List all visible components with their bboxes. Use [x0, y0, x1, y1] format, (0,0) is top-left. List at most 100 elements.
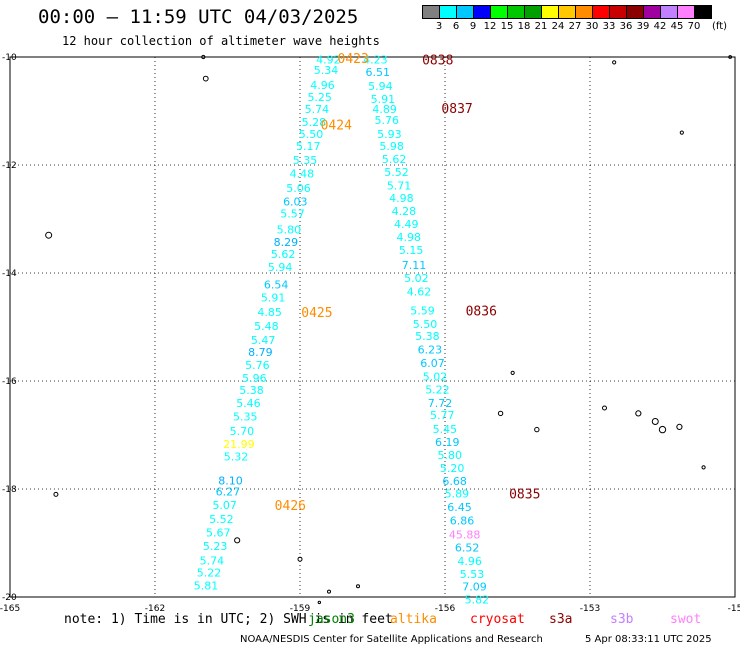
x-tick-label: -156: [435, 604, 456, 614]
wave-height-value: 6.51: [366, 66, 391, 79]
wave-height-value: 5.71: [387, 180, 412, 193]
wave-height-value: 6.23: [418, 344, 443, 357]
colorbar-label: 6: [452, 21, 460, 32]
wave-height-value: 5.96: [242, 372, 267, 385]
colorbar: [422, 5, 712, 19]
colorbar-label: 39: [636, 21, 650, 32]
wave-height-value: 5.70: [230, 425, 255, 438]
y-tick-label: -18: [2, 485, 17, 495]
wave-height-value: 4.96: [310, 79, 335, 92]
wave-height-value: 5.02: [423, 371, 448, 384]
wave-height-value: 5.02: [404, 272, 429, 285]
wave-height-value: 5.46: [236, 397, 261, 410]
wave-height-value: 7.09: [462, 581, 487, 594]
wave-height-value: 5.25: [307, 91, 332, 104]
note-text: note: 1) Time is in UTC; 2) SWH is in fe…: [64, 612, 393, 627]
map-subtitle: 12 hour collection of altimeter wave hei…: [62, 34, 380, 48]
pass-time-label: 0425: [301, 306, 332, 321]
wave-height-value: 5.98: [379, 140, 404, 153]
wave-height-value: 5.15: [399, 244, 424, 257]
wave-height-value: 6.03: [283, 196, 308, 209]
pass-time-label: 0835: [509, 487, 540, 502]
island-outline: [327, 589, 331, 594]
map-title: 00:00 — 11:59 UTC 04/03/2025: [38, 6, 359, 28]
island-outline: [602, 405, 607, 411]
y-tick-label: -12: [2, 161, 17, 171]
wave-height-value: 5.74: [200, 554, 225, 567]
pass-time-label: 0838: [422, 54, 453, 69]
pass-time-label: 0836: [466, 304, 497, 319]
wave-height-value: 5.48: [254, 320, 279, 333]
wave-height-value: 5.23: [203, 540, 228, 553]
colorbar-swatch: [694, 5, 712, 19]
wave-height-value: 6.68: [442, 475, 467, 488]
colorbar-label: 9: [469, 21, 477, 32]
wave-height-value: 5.50: [299, 128, 324, 141]
colorbar-label: 21: [534, 21, 548, 32]
colorbar-unit: (ft): [712, 21, 728, 32]
wave-height-value: 4.23: [363, 54, 388, 67]
wave-height-value: 5.94: [368, 80, 393, 93]
colorbar-label: 33: [602, 21, 616, 32]
wave-height-value: 4.49: [394, 218, 419, 231]
island-outline: [701, 465, 706, 470]
wave-height-value: 5.62: [382, 153, 407, 166]
island-outline: [510, 370, 515, 375]
y-tick-label: -16: [2, 377, 17, 387]
wave-height-value: 5.76: [375, 114, 400, 127]
footer-timestamp: 5 Apr 08:33:11 UTC 2025: [585, 634, 712, 645]
wave-height-value: 5.07: [212, 499, 237, 512]
wave-height-value: 6.07: [420, 357, 445, 370]
colorbar-label: 24: [551, 21, 565, 32]
wave-height-value: 6.19: [435, 436, 460, 449]
island-outline: [534, 426, 540, 433]
wave-height-value: 5.82: [465, 594, 490, 607]
wave-height-value: 5.35: [233, 411, 258, 424]
wave-height-value: 6.52: [455, 541, 480, 554]
island-outline: [297, 556, 303, 562]
wave-height-value: 5.94: [268, 261, 293, 274]
island-outline: [658, 425, 667, 434]
pass-time-label: 0424: [321, 119, 352, 134]
axis-ticks: -165 -162 -159 -156 -153 -15 -10 -12 -14 -16 -18 -2…: [0, 53, 740, 614]
wave-height-value: 5.06: [286, 182, 311, 195]
mission-s3b: s3b: [610, 612, 634, 627]
colorbar-label: 12: [483, 21, 497, 32]
wave-height-value: 4.96: [457, 555, 482, 568]
wave-height-value: 4.89: [372, 103, 397, 116]
wave-height-value: 5.57: [280, 208, 305, 221]
pass-time-label: 0837: [441, 102, 472, 117]
island-outline: [635, 410, 642, 417]
footer-credit: NOAA/NESDIS Center for Satellite Applica…: [240, 634, 543, 645]
wave-height-value: 5.34: [314, 64, 339, 77]
wave-height-value: 5.93: [377, 128, 402, 141]
island-outline: [202, 75, 209, 82]
pass-time-label: 0423: [338, 52, 369, 67]
y-tick-label: -20: [2, 593, 17, 603]
x-tick-label: -15: [728, 604, 740, 614]
wave-height-value: 5.53: [460, 568, 485, 581]
y-tick-label: -14: [2, 269, 17, 279]
wave-height-value: 5.80: [437, 449, 462, 462]
colorbar-label: 15: [500, 21, 514, 32]
wave-height-value: 4.48: [290, 168, 315, 181]
wave-height-value: 5.52: [209, 513, 234, 526]
wave-height-value: 6.54: [264, 278, 289, 291]
wave-height-value: 5.32: [224, 451, 249, 464]
wave-height-value: 4.28: [392, 205, 417, 218]
wave-height-value: 4.98: [389, 192, 414, 205]
mission-cryosat: cryosat: [470, 612, 525, 627]
colorbar-label: 42: [653, 21, 667, 32]
pass-time-label: 0426: [275, 499, 306, 514]
wave-height-value: 5.77: [430, 409, 455, 422]
wave-height-value: 5.80: [277, 223, 302, 236]
map-frame: [9, 56, 736, 598]
wave-height-value: 45.88: [449, 528, 481, 541]
wave-height-value: 4.85: [257, 306, 282, 319]
wave-height-value: 5.91: [371, 93, 396, 106]
colorbar-label: 27: [568, 21, 582, 32]
wave-height-value: 4.98: [396, 231, 421, 244]
wave-height-value: 5.22: [197, 567, 222, 580]
island-outline: [679, 130, 684, 135]
colorbar-labels: 3 6 9 12 15 18 21 24 27 30 33 36 39 42 45 70: [422, 21, 740, 33]
